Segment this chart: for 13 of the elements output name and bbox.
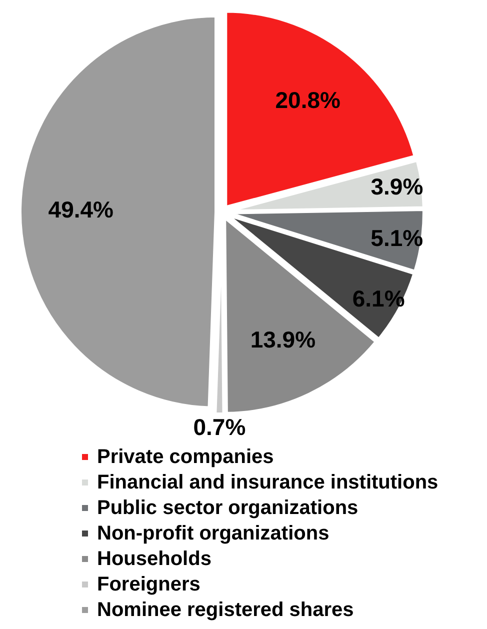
legend-label: Non-profit organizations <box>97 522 330 544</box>
legend-label: Nominee registered shares <box>97 599 354 621</box>
data-label: 49.4% <box>48 196 114 223</box>
legend-label: Public sector organizations <box>97 497 358 519</box>
data-label: 3.9% <box>370 174 424 200</box>
legend-label: Private companies <box>97 446 274 468</box>
data-label: 20.8% <box>275 87 340 114</box>
data-label: 13.9% <box>250 326 316 352</box>
data-label: 0.7% <box>193 414 246 440</box>
data-label: 6.1% <box>352 286 405 312</box>
legend-label: Households <box>97 548 212 570</box>
legend-label: Foreigners <box>97 574 200 596</box>
legend-label: Financial and insurance institutions <box>97 472 438 494</box>
